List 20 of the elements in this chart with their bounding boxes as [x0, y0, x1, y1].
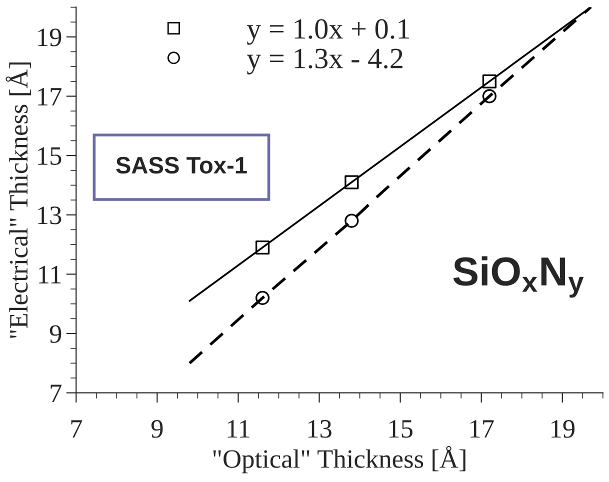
x-tick-label: 15	[389, 420, 412, 438]
y-tick-label: 7	[50, 384, 62, 402]
annotation: SiO$_{x}$N$_{y}$	[453, 256, 584, 298]
y-tick-label: 9	[50, 325, 62, 343]
x-tick-label: 17	[470, 420, 494, 438]
legend-label: y = 1.0x + 0.1	[246, 19, 409, 45]
y-tick-label: 17	[38, 88, 62, 106]
legend-label: y = 1.3x - 4.2	[246, 48, 402, 74]
y-tick-label: 11	[39, 266, 61, 284]
x-tick-label: 13	[308, 420, 332, 438]
x-axis-title: "Optical" Thickness [Å]	[213, 446, 466, 474]
x-tick-label: 9	[151, 420, 163, 438]
y-tick-label: 19	[38, 28, 62, 46]
y-tick-label: 15	[38, 147, 62, 165]
annotation: SASS Tox-1	[116, 156, 247, 174]
x-tick-label: 7	[71, 420, 82, 438]
y-axis-title: "Electrical" Thickness [Å]	[6, 62, 31, 338]
y-tick-label: 13	[38, 206, 62, 224]
x-tick-label: 19	[552, 420, 574, 438]
x-tick-label: 11	[228, 420, 250, 438]
